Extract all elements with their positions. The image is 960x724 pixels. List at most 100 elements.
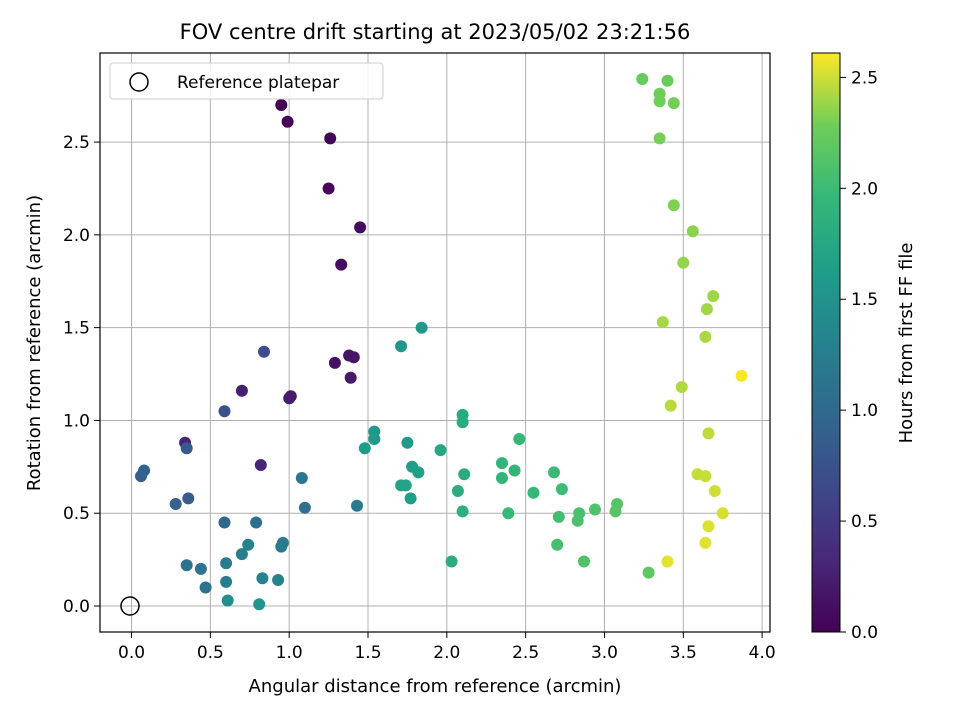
data-point bbox=[258, 345, 270, 358]
data-point bbox=[220, 575, 233, 588]
data-point bbox=[496, 472, 508, 484]
data-point bbox=[322, 182, 335, 195]
reference-platepar-marker bbox=[120, 596, 140, 616]
colorbar-tick-label: 1.0 bbox=[851, 401, 878, 421]
x-tick-label: 1.5 bbox=[354, 643, 381, 663]
data-point bbox=[242, 538, 255, 551]
data-point bbox=[551, 538, 564, 551]
data-point bbox=[661, 74, 674, 87]
data-point bbox=[199, 581, 212, 594]
data-point bbox=[508, 464, 521, 477]
y-axis-label: Rotation from reference (arcmin) bbox=[24, 195, 45, 491]
data-point bbox=[548, 466, 560, 479]
data-point bbox=[589, 503, 601, 516]
colorbar-tick-label: 2.5 bbox=[851, 68, 878, 88]
data-point bbox=[667, 199, 680, 212]
x-tick-label: 1.0 bbox=[276, 643, 303, 663]
data-point bbox=[502, 507, 515, 520]
data-point bbox=[707, 290, 720, 303]
data-point bbox=[235, 384, 248, 397]
data-point bbox=[180, 559, 193, 572]
data-point bbox=[295, 472, 308, 484]
data-point bbox=[328, 356, 341, 369]
data-point bbox=[221, 594, 234, 607]
data-point bbox=[434, 444, 447, 457]
data-point bbox=[456, 416, 469, 429]
data-point bbox=[399, 479, 412, 492]
data-point bbox=[182, 492, 195, 505]
x-tick-label: 3.0 bbox=[591, 643, 618, 663]
data-point bbox=[653, 95, 666, 108]
grid bbox=[100, 53, 770, 632]
data-point bbox=[272, 574, 285, 586]
x-tick-label: 4.0 bbox=[749, 643, 776, 663]
data-point bbox=[675, 381, 688, 393]
x-tick-label: 0.5 bbox=[197, 643, 224, 663]
data-point bbox=[552, 510, 565, 523]
data-point bbox=[283, 392, 296, 405]
colorbar-tick-label: 0.0 bbox=[851, 623, 878, 643]
y-tick-label: 2.5 bbox=[63, 133, 90, 153]
data-point bbox=[253, 598, 266, 611]
scatter-points bbox=[135, 73, 748, 611]
legend-label: Reference platepar bbox=[177, 73, 339, 93]
data-point bbox=[368, 433, 381, 445]
data-point bbox=[735, 369, 748, 382]
colorbar: 0.0 0.5 1.0 1.5 2.0 2.5 Hours from first FF f… bbox=[811, 52, 917, 643]
legend-box bbox=[109, 62, 384, 100]
colorbar-ticks: 0.0 0.5 1.0 1.5 2.0 2.5 bbox=[840, 68, 878, 643]
data-point bbox=[324, 132, 337, 145]
data-point bbox=[218, 516, 231, 529]
colorbar-tick-label: 0.5 bbox=[851, 512, 878, 532]
chart-title: FOV centre drift starting at 2023/05/02 … bbox=[180, 20, 691, 44]
data-point bbox=[636, 73, 649, 85]
data-point bbox=[609, 505, 622, 518]
plot-frame bbox=[99, 52, 771, 633]
data-point bbox=[218, 405, 231, 418]
data-point bbox=[235, 548, 248, 561]
data-point bbox=[275, 99, 288, 111]
colorbar-tick-label: 1.5 bbox=[851, 290, 878, 310]
data-point bbox=[656, 316, 669, 329]
colorbar-gradient bbox=[811, 52, 841, 633]
y-tick-label: 0.0 bbox=[63, 597, 90, 617]
legend-marker bbox=[129, 72, 149, 92]
data-point bbox=[138, 464, 151, 477]
data-point bbox=[250, 516, 263, 529]
data-point bbox=[708, 485, 721, 497]
x-axis-label: Angular distance from reference (arcmin) bbox=[249, 676, 622, 697]
data-point bbox=[716, 507, 729, 520]
data-point bbox=[667, 97, 680, 110]
data-point bbox=[496, 457, 508, 470]
data-point bbox=[700, 303, 713, 316]
data-point bbox=[451, 485, 464, 497]
data-point bbox=[677, 256, 690, 269]
data-point bbox=[653, 132, 666, 145]
data-point bbox=[702, 520, 715, 533]
y-axis-ticks: 0.0 0.5 1.0 1.5 2.0 2.5 bbox=[63, 133, 100, 617]
data-point bbox=[358, 442, 371, 455]
data-point bbox=[699, 470, 712, 483]
y-tick-label: 1.5 bbox=[63, 319, 90, 339]
data-point bbox=[256, 572, 269, 585]
data-point bbox=[571, 514, 584, 527]
data-point bbox=[401, 436, 414, 449]
y-tick-label: 0.5 bbox=[63, 504, 90, 524]
data-point bbox=[456, 505, 469, 518]
data-point bbox=[254, 459, 267, 471]
data-point bbox=[445, 555, 458, 568]
colorbar-label: Hours from first FF file bbox=[896, 243, 917, 444]
data-point bbox=[220, 557, 233, 570]
data-point bbox=[395, 340, 408, 353]
data-point bbox=[699, 536, 712, 549]
data-point bbox=[513, 433, 526, 445]
data-point bbox=[180, 442, 193, 455]
legend: Reference platepar bbox=[109, 62, 384, 100]
data-point bbox=[194, 562, 207, 575]
data-point bbox=[344, 371, 357, 384]
data-point bbox=[298, 501, 311, 514]
data-point bbox=[458, 468, 471, 481]
data-point bbox=[351, 499, 363, 512]
data-point bbox=[412, 466, 425, 479]
x-tick-label: 0.0 bbox=[118, 643, 145, 663]
